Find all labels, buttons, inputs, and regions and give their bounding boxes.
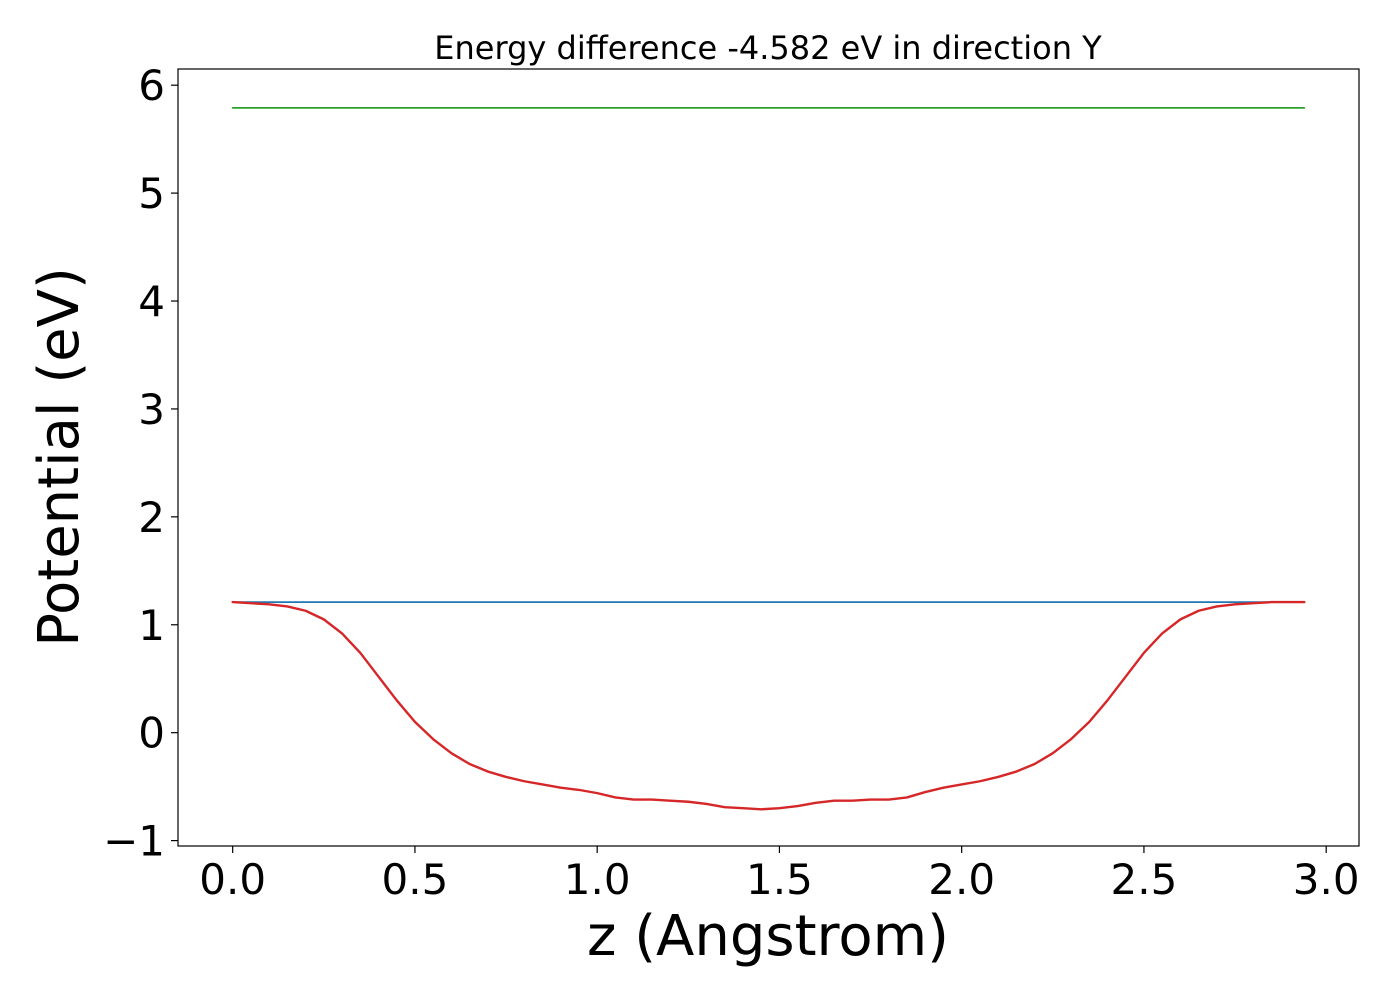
chart-title: Energy difference -4.582 eV in direction… — [434, 29, 1102, 67]
x-tick-label: 0.0 — [199, 855, 266, 904]
x-ticks: 0.0 0.5 1.0 1.5 2.0 2.5 3.0 — [199, 846, 1360, 904]
y-tick-label: 6 — [138, 61, 165, 110]
y-tick-label: −1 — [103, 817, 165, 866]
x-tick-label: 3.0 — [1293, 855, 1360, 904]
y-tick-label: 0 — [138, 709, 165, 758]
y-tick-label: 4 — [138, 277, 165, 326]
x-tick-label: 2.5 — [1111, 855, 1178, 904]
y-tick-label: 5 — [138, 169, 165, 218]
x-tick-label: 1.0 — [564, 855, 631, 904]
x-tick-label: 0.5 — [382, 855, 449, 904]
y-axis-label: Potential (eV) — [27, 267, 92, 647]
x-tick-label: 1.5 — [746, 855, 813, 904]
series-line-2 — [231, 600, 1306, 811]
y-tick-label: 3 — [138, 385, 165, 434]
y-tick-label: 1 — [138, 601, 165, 650]
plot-frame — [177, 68, 1360, 847]
series-layer — [231, 106, 1306, 811]
x-tick-label: 2.0 — [928, 855, 995, 904]
y-ticks: −1 0 1 2 3 4 5 6 — [103, 61, 178, 866]
x-axis-label: z (Angstrom) — [587, 904, 949, 969]
y-tick-label: 2 — [138, 493, 165, 542]
